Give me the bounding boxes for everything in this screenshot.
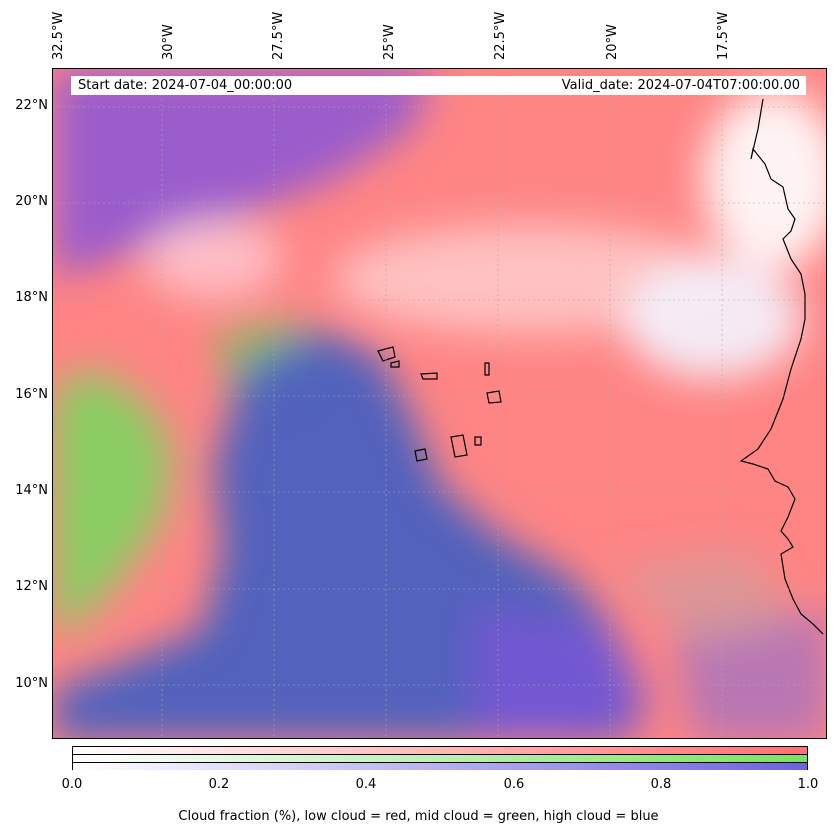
mid-cloud-west	[53, 369, 173, 629]
gridlines	[53, 69, 826, 738]
colorbar-high-cloud	[73, 763, 807, 770]
lon-label-30w: 30°W	[161, 24, 176, 60]
island-sao-nicolau	[420, 372, 438, 380]
clear-patch-ne	[703, 89, 826, 269]
cloud-map-svg	[53, 69, 826, 738]
date-info-bar: Start date: 2024-07-04_00:00:00 Valid_da…	[71, 76, 806, 95]
lon-label-27-5w: 27.5°W	[271, 11, 286, 60]
island-santiago	[450, 434, 468, 458]
colorbar-low-cloud	[73, 747, 807, 755]
lon-label-20w: 20°W	[605, 24, 620, 60]
island-boa-vista	[486, 390, 502, 404]
cloud-fraction-map	[52, 68, 827, 739]
lat-label-22n: 22°N	[15, 98, 48, 113]
clear-patch-east	[623, 259, 803, 379]
colorbar-tick-0: 0.0	[61, 777, 83, 792]
high-cloud-south	[473, 609, 653, 738]
colorbar-tick-0-8: 0.8	[650, 777, 672, 792]
lon-label-17-5w: 17.5°W	[716, 11, 731, 60]
high-cloud-nw	[53, 69, 433, 279]
lat-label-20n: 20°N	[15, 194, 48, 209]
island-santo-antao	[377, 346, 396, 362]
lat-label-10n: 10°N	[15, 676, 48, 691]
lat-label-12n: 12°N	[15, 579, 48, 594]
island-fogo	[414, 448, 428, 462]
lat-label-16n: 16°N	[15, 387, 48, 402]
colorbar	[72, 746, 808, 770]
valid-date: Valid_date: 2024-07-04T07:00:00.00	[561, 78, 800, 93]
colorbar-label: Cloud fraction (%), low cloud = red, mid…	[178, 809, 659, 824]
start-date: Start date: 2024-07-04_00:00:00	[78, 78, 293, 93]
lon-label-22-5w: 22.5°W	[493, 11, 508, 60]
lon-label-25w: 25°W	[382, 24, 397, 60]
colorbar-tick-0-4: 0.4	[355, 777, 377, 792]
colorbar-mid-cloud	[73, 755, 807, 763]
lat-label-14n: 14°N	[15, 483, 48, 498]
island-sao-vicente	[390, 360, 400, 368]
colorbar-tick-0-6: 0.6	[503, 777, 525, 792]
colorbar-tick-1: 1.0	[797, 777, 819, 792]
africa-coastline	[739, 98, 824, 635]
thin-cloud-west	[143, 219, 283, 299]
island-maio	[474, 436, 482, 446]
lat-label-18n: 18°N	[15, 290, 48, 305]
lon-label-32-5w: 32.5°W	[51, 11, 66, 60]
colorbar-tick-0-2: 0.2	[208, 777, 230, 792]
island-sal	[484, 362, 490, 376]
mixed-cloud-sse	[613, 549, 793, 649]
